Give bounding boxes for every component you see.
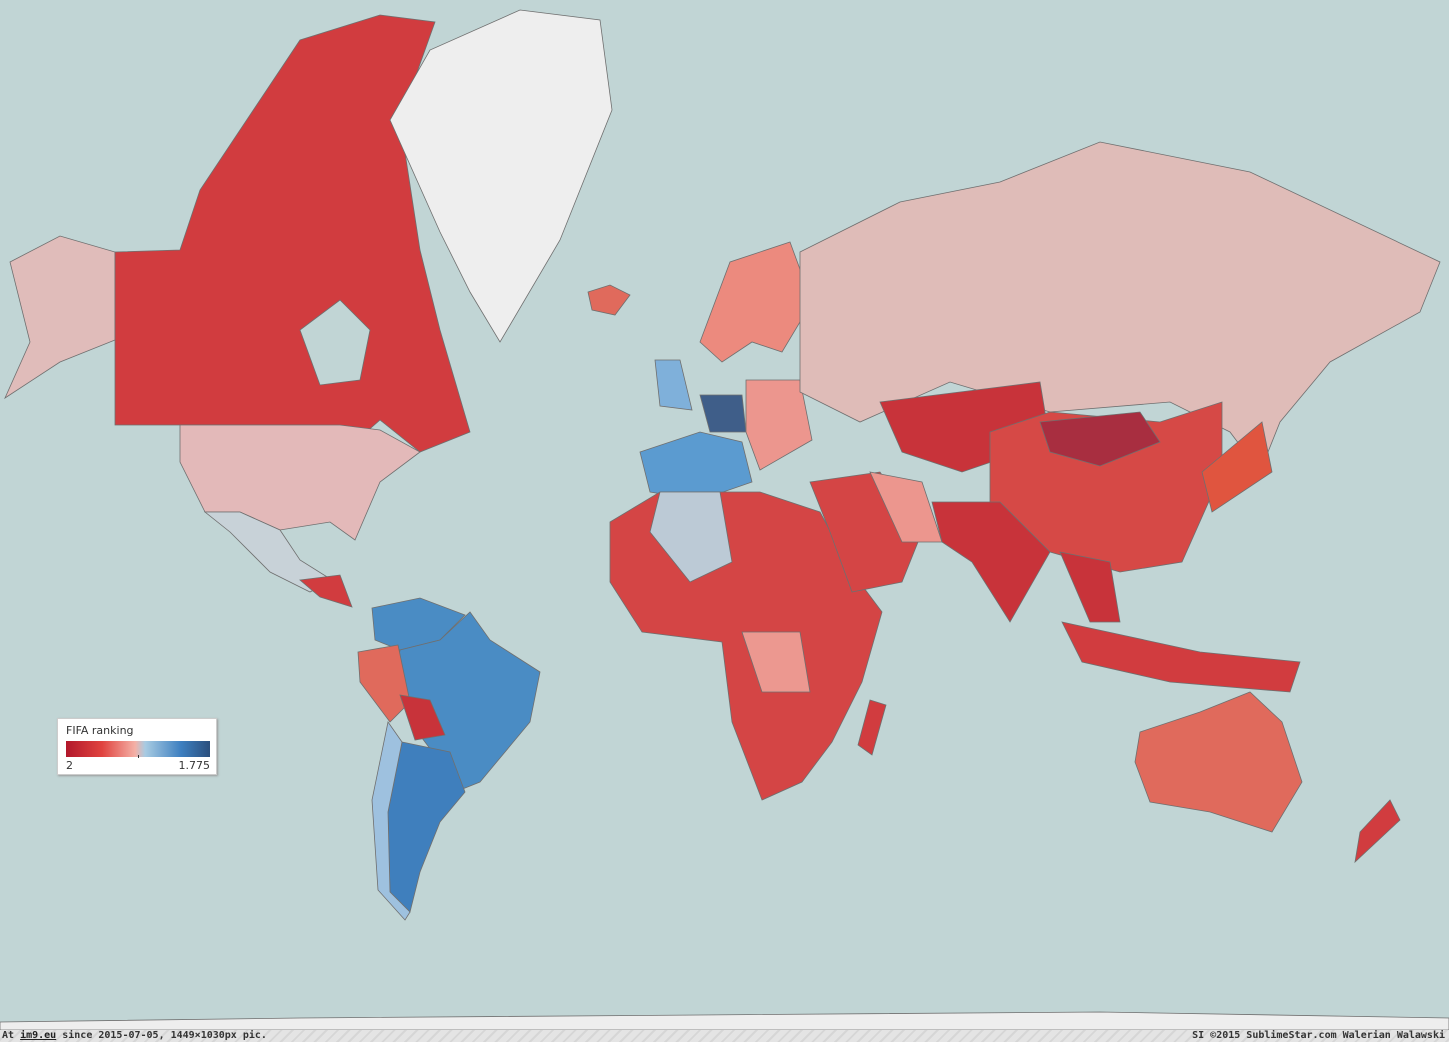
scale-tick <box>138 755 139 758</box>
africa <box>609 491 883 801</box>
central-america <box>299 574 353 608</box>
color-scale <box>66 741 210 757</box>
eastern-europe <box>745 379 813 471</box>
india <box>931 501 1051 623</box>
footer-left: At im9.eu since 2015-07-05, 1449×1030px … <box>2 1030 267 1042</box>
site-link[interactable]: im9.eu <box>20 1030 57 1041</box>
indonesia <box>1061 621 1301 693</box>
australia <box>1134 691 1303 833</box>
legend: FIFA ranking 2 1.775 <box>57 718 217 775</box>
footer-since: since 2015-07-05, 1449×1030px pic. <box>62 1030 267 1041</box>
iceland <box>587 284 631 316</box>
chile <box>371 721 411 921</box>
central-africa <box>741 631 811 693</box>
southeast-asia <box>1059 551 1121 623</box>
algeria <box>649 491 733 583</box>
footer-prefix: At <box>2 1030 15 1041</box>
usa <box>179 424 421 541</box>
russia <box>799 141 1441 473</box>
scandinavia <box>699 241 813 363</box>
greenland <box>389 9 613 343</box>
bolivia <box>399 694 446 741</box>
peru <box>357 644 411 723</box>
new-zealand <box>1354 799 1401 864</box>
footer: At im9.eu since 2015-07-05, 1449×1030px … <box>0 1030 1449 1042</box>
legend-title: FIFA ranking <box>66 724 134 737</box>
footer-credit: SI ©2015 SublimeStar.com Walerian Walaws… <box>1192 1030 1445 1041</box>
western-europe <box>639 431 753 501</box>
alaska <box>4 235 116 400</box>
madagascar <box>857 699 887 756</box>
antarctica <box>0 1011 1449 1030</box>
hudson-bay <box>299 299 371 386</box>
mongolia <box>1039 411 1161 467</box>
uk <box>654 359 693 411</box>
legend-min: 2 <box>66 759 73 772</box>
legend-max: 1.775 <box>178 759 211 772</box>
japan <box>1201 421 1273 513</box>
